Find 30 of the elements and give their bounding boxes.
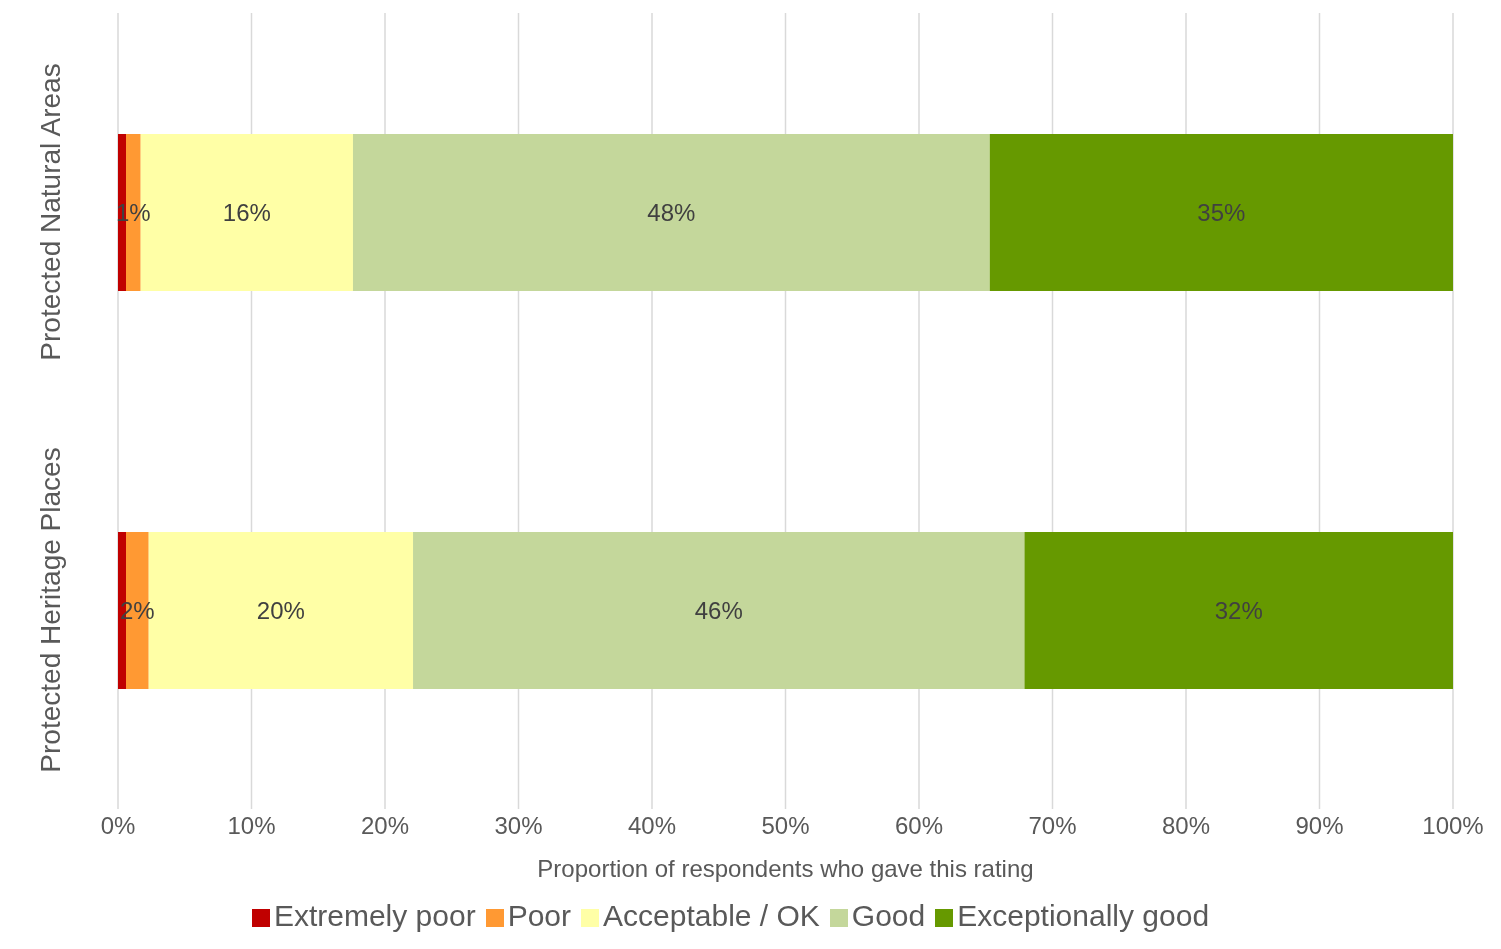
data-label: 20% <box>256 597 305 624</box>
y-tick-label: Protected Heritage Places <box>34 447 66 773</box>
bar <box>413 532 1025 689</box>
x-tick-label: 60% <box>894 812 944 840</box>
legend-label: Poor <box>507 899 572 932</box>
legend-label: Exceptionally good <box>957 899 1210 932</box>
legend-label: Good <box>851 899 926 932</box>
x-tick-label: 10% <box>227 812 276 840</box>
data-label: 32% <box>1214 597 1263 624</box>
x-tick-label: 70% <box>1028 812 1077 840</box>
x-tick-label: 30% <box>494 812 543 840</box>
y-tick-label: Protected Natural Areas <box>34 63 66 361</box>
bar <box>1024 532 1453 689</box>
bar <box>352 134 990 291</box>
x-tick-label: 50% <box>761 812 810 840</box>
data-label: 16% <box>222 199 271 226</box>
x-tick-label: 20% <box>360 812 410 840</box>
x-tick-label: 100% <box>1422 812 1484 840</box>
bar <box>989 134 1453 291</box>
data-label: 35% <box>1197 199 1246 226</box>
x-tick-label: 0% <box>100 812 136 840</box>
legend-label: Acceptable / OK <box>603 899 820 932</box>
x-axis-title: Proportion of respondents who gave this rating <box>537 855 1034 882</box>
data-label: 48% <box>647 199 696 226</box>
x-tick-label: 80% <box>1161 812 1211 840</box>
x-tick-label: 40% <box>627 812 677 840</box>
x-tick-label: 90% <box>1295 812 1344 840</box>
data-label: 1% <box>116 199 151 226</box>
data-label: 46% <box>694 597 743 624</box>
legend-label: Extremely poor <box>273 899 476 932</box>
